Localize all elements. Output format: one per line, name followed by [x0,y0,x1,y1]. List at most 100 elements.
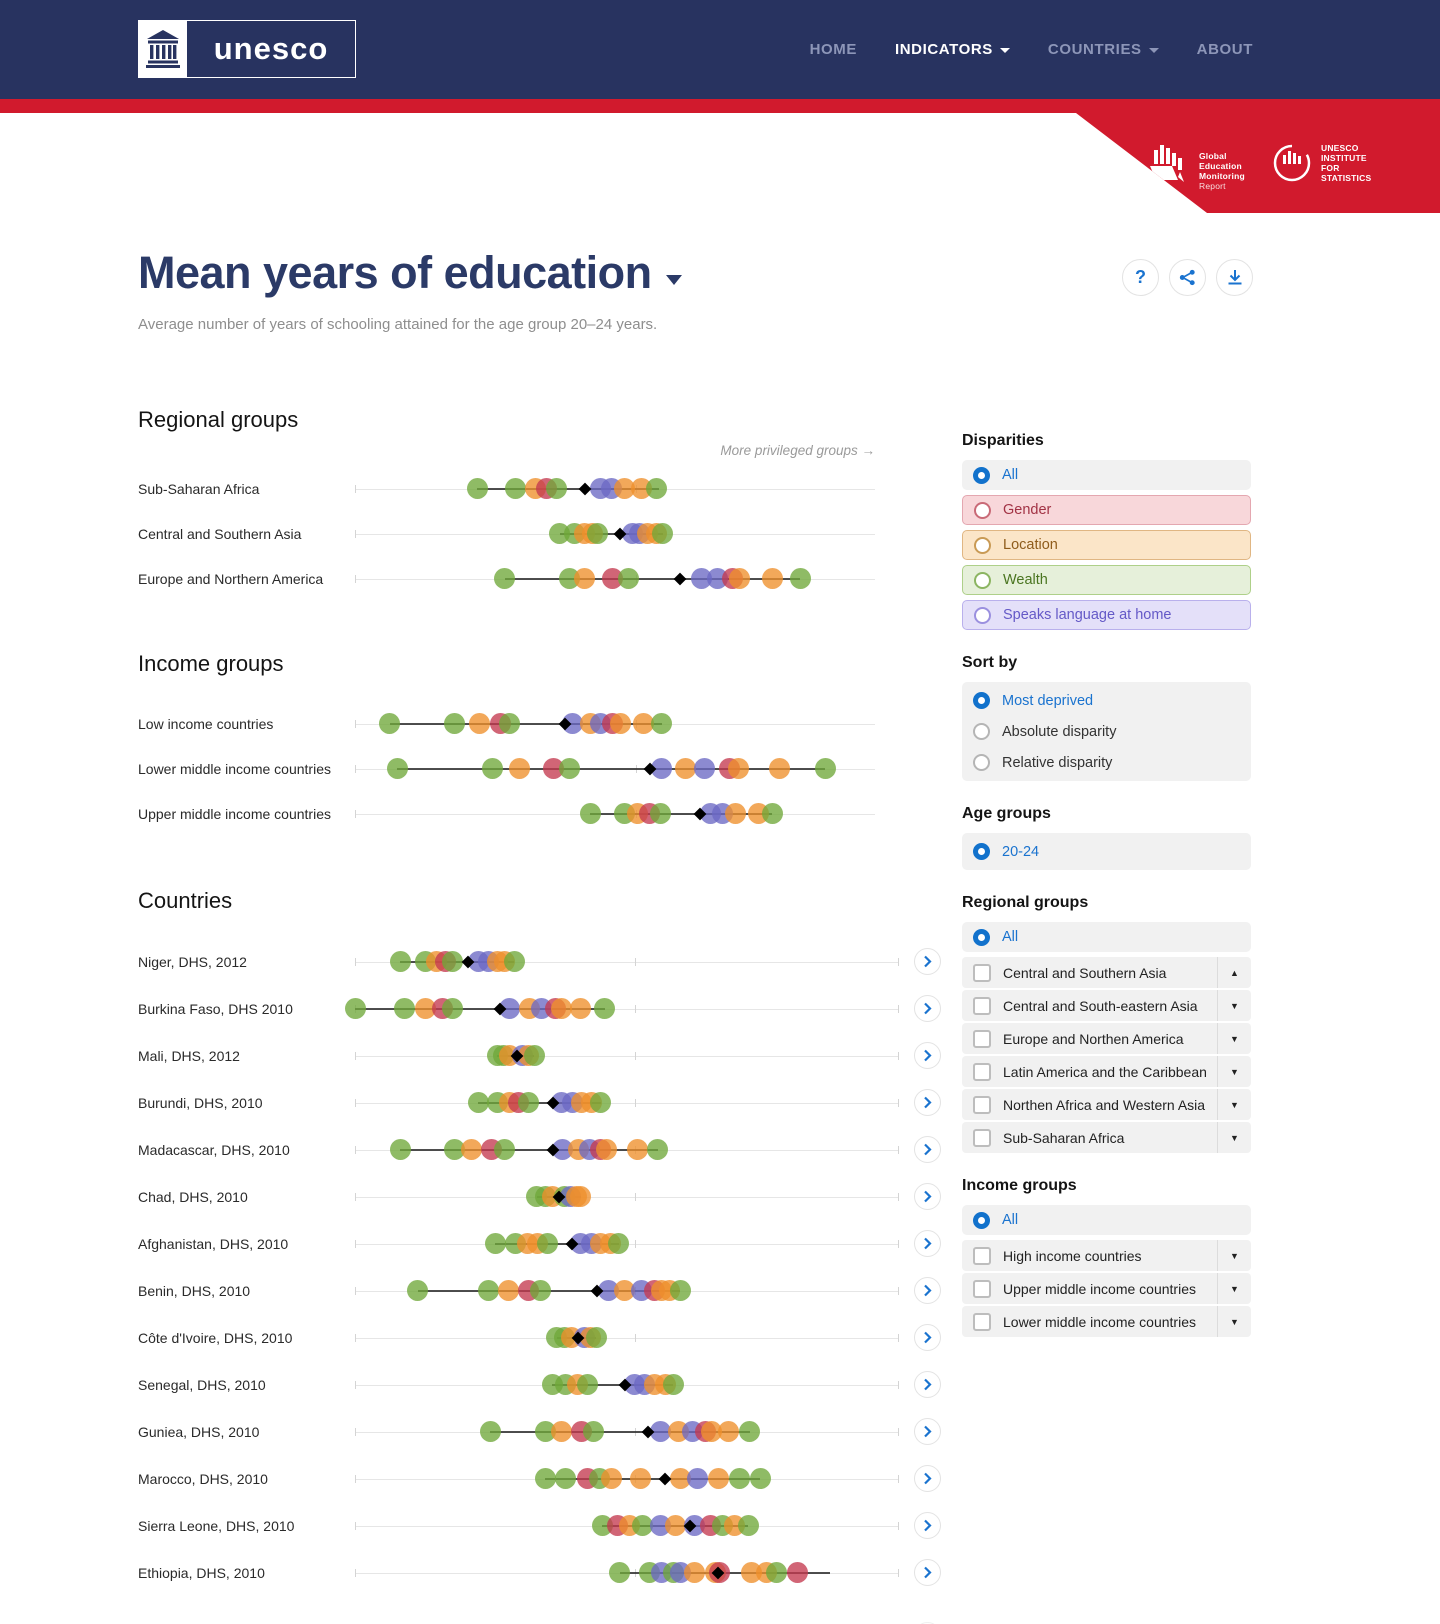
green-group-dot[interactable] [587,523,609,544]
disparity-option-gender[interactable]: Gender [962,495,1251,525]
orange-group-dot[interactable] [727,758,749,779]
green-group-dot[interactable] [608,1233,630,1254]
green-group-dot[interactable] [466,478,488,499]
orange-group-dot[interactable] [729,568,751,589]
expand-country-button[interactable] [914,1418,941,1445]
disparity-option-wealth[interactable]: Wealth [962,565,1251,595]
radio-icon[interactable] [974,501,991,519]
orange-group-dot[interactable] [414,998,436,1019]
orange-group-dot[interactable] [674,758,696,779]
expand-country-button[interactable] [914,1277,941,1304]
share-button[interactable] [1169,259,1206,296]
income-filter-item-upper-middle-income-countries[interactable]: Upper middle income countries ▼ [962,1273,1251,1304]
expand-country-button[interactable] [914,1465,941,1492]
nav-item-about[interactable]: ABOUT [1197,41,1253,58]
orange-group-dot[interactable] [596,1139,618,1160]
caret-down-icon[interactable]: ▼ [1217,1089,1251,1120]
expand-country-button[interactable] [914,1512,941,1539]
orange-group-dot[interactable] [632,713,654,734]
sort-option-absolute-disparity[interactable]: Absolute disparity [962,716,1251,747]
green-group-dot[interactable] [494,568,516,589]
download-button[interactable] [1216,259,1253,296]
green-group-dot[interactable] [669,1280,691,1301]
caret-down-icon[interactable]: ▼ [1217,1056,1251,1087]
green-group-dot[interactable] [444,713,466,734]
green-group-dot[interactable] [651,713,673,734]
orange-group-dot[interactable] [684,1562,706,1583]
orange-group-dot[interactable] [570,1186,592,1207]
expand-country-button[interactable] [914,1042,941,1069]
help-button[interactable]: ? [1122,259,1159,296]
checkbox-icon[interactable] [973,963,991,982]
orange-group-dot[interactable] [601,1468,623,1489]
green-group-dot[interactable] [484,1233,506,1254]
title-dropdown-icon[interactable] [665,275,682,285]
checkbox-icon[interactable] [973,1029,991,1048]
green-group-dot[interactable] [583,1421,605,1442]
nav-item-countries[interactable]: COUNTRIES [1048,41,1159,58]
green-group-dot[interactable] [479,1421,501,1442]
checkbox-icon[interactable] [973,1246,991,1265]
green-group-dot[interactable] [499,713,521,734]
regional-filter-item-northen-africa-and-western-asia[interactable]: Northen Africa and Western Asia ▼ [962,1089,1251,1120]
caret-down-icon[interactable]: ▼ [1217,1273,1251,1304]
green-group-dot[interactable] [534,1468,556,1489]
orange-group-dot[interactable] [469,713,491,734]
orange-group-dot[interactable] [761,568,783,589]
caret-down-icon[interactable]: ▼ [1217,990,1251,1021]
expand-country-button[interactable] [914,1559,941,1586]
checkbox-icon[interactable] [973,1312,991,1331]
green-group-dot[interactable] [649,803,671,824]
green-group-dot[interactable] [517,1092,539,1113]
orange-group-dot[interactable] [570,998,592,1019]
green-group-dot[interactable] [494,1139,516,1160]
income-filter-item-lower-middle-income-countries[interactable]: Lower middle income countries ▼ [962,1306,1251,1337]
orange-group-dot[interactable] [497,1280,519,1301]
checkbox-icon[interactable] [973,1095,991,1114]
caret-down-icon[interactable]: ▼ [1217,1023,1251,1054]
green-group-dot[interactable] [386,758,408,779]
expand-country-button[interactable] [914,948,941,975]
green-group-dot[interactable] [554,1468,576,1489]
green-group-dot[interactable] [523,1045,545,1066]
orange-group-dot[interactable] [707,1468,729,1489]
nav-item-indicators[interactable]: INDICATORS [895,41,1010,58]
expand-country-button[interactable] [914,1230,941,1257]
regional-filter-item-sub-saharan-africa[interactable]: Sub-Saharan Africa ▼ [962,1122,1251,1153]
green-group-dot[interactable] [585,1327,607,1348]
radio-icon[interactable] [974,606,991,624]
orange-group-dot[interactable] [614,1280,636,1301]
sort-option-relative-disparity[interactable]: Relative disparity [962,747,1251,778]
green-group-dot[interactable] [394,998,416,1019]
green-group-dot[interactable] [482,758,504,779]
green-group-dot[interactable] [407,1280,429,1301]
average-diamond-marker[interactable] [673,572,687,585]
purple-group-dot[interactable] [686,1468,708,1489]
green-group-dot[interactable] [789,568,811,589]
purple-group-dot[interactable] [694,758,716,779]
disparity-option-location[interactable]: Location [962,530,1251,560]
checkbox-icon[interactable] [973,1128,991,1147]
average-diamond-marker[interactable] [658,1472,672,1485]
purple-group-dot[interactable] [649,1421,671,1442]
green-group-dot[interactable] [389,1139,411,1160]
checkbox-icon[interactable] [973,1062,991,1081]
orange-group-dot[interactable] [629,1468,651,1489]
caret-down-icon[interactable]: ▼ [1217,1240,1251,1271]
purple-group-dot[interactable] [562,713,584,734]
checkbox-icon[interactable] [973,1279,991,1298]
expand-country-button[interactable] [914,1371,941,1398]
regional-filter-item-latin-america-and-the-caribbean[interactable]: Latin America and the Caribbean ▼ [962,1056,1251,1087]
green-group-dot[interactable] [441,998,463,1019]
green-group-dot[interactable] [546,478,568,499]
orange-group-dot[interactable] [551,998,573,1019]
orange-group-dot[interactable] [717,1421,739,1442]
green-group-dot[interactable] [766,1562,788,1583]
unesco-logo[interactable]: unesco [138,20,356,78]
radio-selected-icon[interactable] [973,466,990,484]
green-group-dot[interactable] [503,951,525,972]
orange-group-dot[interactable] [665,1515,687,1536]
orange-group-dot[interactable] [614,478,636,499]
green-group-dot[interactable] [609,1562,631,1583]
green-group-dot[interactable] [504,478,526,499]
